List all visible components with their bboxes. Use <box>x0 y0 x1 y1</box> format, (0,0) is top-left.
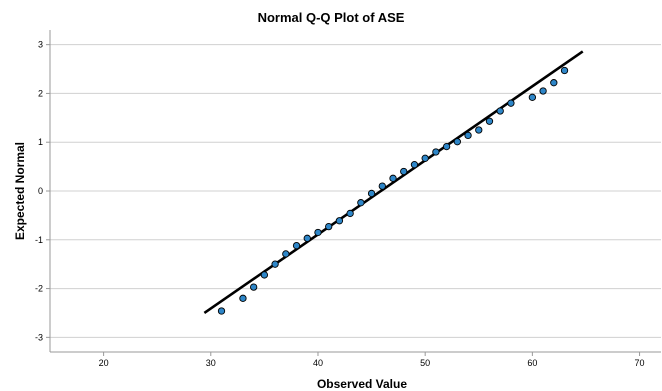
data-point <box>442 142 451 151</box>
data-point <box>303 234 311 242</box>
normal-reference-line <box>203 50 584 315</box>
y-tick-label: 1 <box>38 137 43 147</box>
y-axis-label: Expected Normal <box>13 142 27 240</box>
data-point <box>410 161 419 169</box>
gridlines <box>50 44 661 338</box>
data-point <box>400 167 408 176</box>
x-axis-label: Observed Value <box>317 377 407 391</box>
x-tick-label: 60 <box>527 358 537 368</box>
data-point <box>528 93 537 101</box>
x-tick-label: 30 <box>206 358 216 368</box>
x-tick-label: 20 <box>99 358 109 368</box>
y-tick-label: 0 <box>38 186 43 196</box>
x-tick-label: 40 <box>313 358 323 368</box>
data-point <box>453 138 461 146</box>
chart-title: Normal Q-Q Plot of ASE <box>258 10 405 25</box>
y-tick-label: 2 <box>38 88 43 98</box>
data-point <box>346 209 354 218</box>
data-point <box>485 117 494 125</box>
data-point <box>389 174 397 182</box>
data-point <box>282 250 290 258</box>
data-point <box>378 182 386 190</box>
data-point <box>239 294 247 302</box>
reference-line-group <box>203 50 584 315</box>
data-point <box>314 228 322 237</box>
x-tick-label: 50 <box>420 358 430 368</box>
data-point <box>560 66 569 75</box>
data-point <box>550 79 558 87</box>
data-point <box>475 126 483 134</box>
data-points <box>217 66 569 315</box>
data-point <box>292 241 301 250</box>
data-point <box>432 148 440 156</box>
data-point <box>357 199 365 207</box>
data-point <box>260 271 269 279</box>
data-point <box>507 99 515 107</box>
data-point <box>421 154 429 162</box>
y-tick-label: -1 <box>35 235 43 245</box>
data-point <box>271 260 279 268</box>
data-point <box>335 217 344 225</box>
data-point <box>325 222 333 231</box>
data-point <box>217 307 226 315</box>
data-point <box>367 189 376 198</box>
data-point <box>496 107 504 115</box>
data-point <box>250 283 258 291</box>
data-point <box>464 131 472 140</box>
y-tick-label: -3 <box>35 332 43 342</box>
x-tick-label: 70 <box>635 358 645 368</box>
y-axis-ticks: -3 -2 -1 0 1 2 3 <box>35 40 50 342</box>
data-point <box>539 87 547 95</box>
x-axis-ticks: 20 30 40 50 60 70 <box>99 352 645 368</box>
y-tick-label: 3 <box>38 40 43 50</box>
y-tick-label: -2 <box>35 284 43 294</box>
